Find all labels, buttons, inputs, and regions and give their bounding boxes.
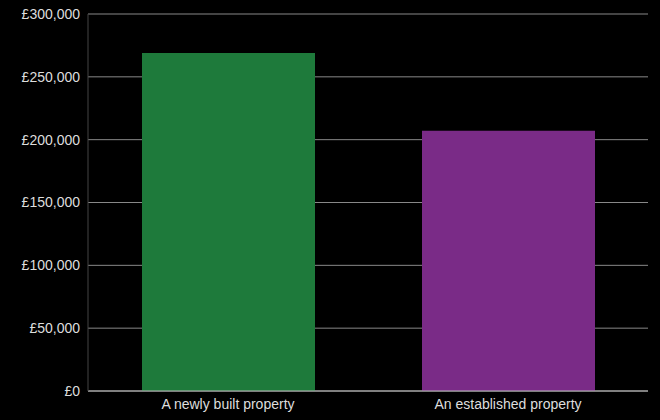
svg-text:An established property: An established property [434,396,581,412]
svg-text:£100,000: £100,000 [22,257,81,273]
svg-text:£150,000: £150,000 [22,194,81,210]
svg-text:£250,000: £250,000 [22,69,81,85]
svg-text:A newly built property: A newly built property [161,396,294,412]
svg-text:£50,000: £50,000 [29,320,80,336]
svg-text:£300,000: £300,000 [22,6,81,22]
svg-text:£200,000: £200,000 [22,132,81,148]
svg-text:£0: £0 [64,383,80,399]
